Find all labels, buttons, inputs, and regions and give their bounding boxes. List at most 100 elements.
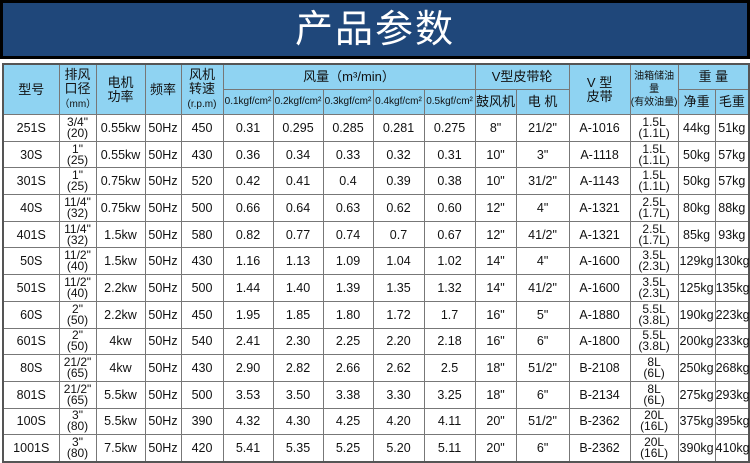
table-cell: 0.55kw [95,140,146,169]
table-cell: 1.95 [222,300,274,329]
table-cell: 0.281 [372,114,425,142]
table-cell: 1.35 [372,274,425,302]
header-oil: 油箱储油量 (有效油量) [629,63,679,115]
table-cell: 4.25 [322,407,374,436]
table-cell: 4.30 [272,407,324,436]
table-cell: 50Hz [144,114,182,142]
table-cell: 2.2kw [95,274,146,302]
table-cell: 16" [474,300,517,329]
table-cell: 4.11 [423,407,476,436]
table-cell: 16" [474,327,517,356]
table-cell: 0.74 [322,220,374,249]
table-cell: 50Hz [144,327,182,356]
table-row: 251S 3/4" (20) 0.55kw 50Hz 450 0.31 0.295 0.285 0… [2,114,750,142]
table-cell: 1.5L (1.1L) [629,114,679,142]
table-cell: 12" [474,194,517,222]
table-cell: 93kg [714,220,750,249]
table-cell: 135kg [714,274,750,302]
table-row: 601S 2" (50) 4kw 50Hz 540 2.41 2.30 2.25 2.20 2.18… [2,327,750,356]
table-cell: 601S [2,327,60,356]
table-cell: 51/2" [515,407,570,436]
table-cell: 57kg [714,167,750,196]
table-cell: A-1600 [568,247,631,276]
table-cell: 580 [180,220,224,249]
table-cell: 1.40 [272,274,324,302]
table-cell: 0.4 [322,167,374,196]
table-cell: 51kg [714,114,750,142]
table-cell: 4.32 [222,407,274,436]
table-cell: 50Hz [144,194,182,222]
table-cell: 0.64 [272,194,324,222]
table-cell: 5.5kw [95,380,146,409]
table-cell: 10" [474,167,517,196]
table-cell: 233kg [714,327,750,356]
table-cell: 1.04 [372,247,425,276]
table-cell: A-1118 [568,140,631,169]
header-pulley: V型皮带轮 [474,63,570,90]
table-cell: 50Hz [144,434,182,463]
table-cell: 0.285 [322,114,374,142]
table-cell: 5.5L (3.8L) [629,327,679,356]
table-cell: 223kg [714,300,750,329]
table-cell: 2.30 [272,327,324,356]
table-cell: B-2362 [568,434,631,463]
table-cell: 1.09 [322,247,374,276]
table-cell: 0.33 [322,140,374,169]
table-cell: 6" [515,327,570,356]
table-row: 40S 11/4" (32) 0.75kw 50Hz 500 0.66 0.64 0.63 0.6… [2,194,750,222]
table-cell: 1.80 [322,300,374,329]
table-cell: 1.5kw [95,220,146,249]
table-row: 100S 3" (80) 5.5kw 50Hz 390 4.32 4.30 4.25 4.20 4.… [2,407,750,436]
table-cell: 0.77 [272,220,324,249]
table-cell: 1.39 [322,274,374,302]
table-cell: B-2362 [568,407,631,436]
table-cell: 430 [180,140,224,169]
table-cell: B-2108 [568,354,631,382]
table-cell: 0.62 [372,194,425,222]
table-cell: A-1880 [568,300,631,329]
table-cell: 801S [2,380,60,409]
table-row: 501S 11/2" (40) 2.2kw 50Hz 500 1.44 1.40 1.39 1.3… [2,274,750,302]
table-cell: 1.16 [222,247,274,276]
table-cell: 1.44 [222,274,274,302]
header-frequency: 频率 [144,63,182,115]
table-cell: 130kg [714,247,750,276]
table-cell: 50Hz [144,140,182,169]
table-cell: 1.72 [372,300,425,329]
table-cell: 401S [2,220,60,249]
table-cell: 301S [2,167,60,196]
table-cell: 50Hz [144,354,182,382]
table-cell: 3.53 [222,380,274,409]
header-power: 电机 功率 [95,63,146,115]
table-cell: 51/2" [515,354,570,382]
header-weight: 重 量 [677,63,750,90]
table-cell: 501S [2,274,60,302]
header-pressure: 0.3kgf/cm² [322,89,374,115]
table-cell: 60S [2,300,60,329]
table-cell: 50Hz [144,274,182,302]
header-belt: V 型皮带 [568,63,631,115]
table-cell: 5" [515,300,570,329]
table-cell: 50Hz [144,167,182,196]
table-cell: 7.5kw [95,434,146,463]
table-cell: 375kg [677,407,716,436]
table-cell: 293kg [714,380,750,409]
table-cell: 3" (80) [58,407,97,436]
table-cell: 20L (16L) [629,434,679,463]
table-cell: 0.275 [423,114,476,142]
table-cell: 2.5 [423,354,476,382]
table-cell: 251S [2,114,60,142]
table-cell: 3.38 [322,380,374,409]
table-cell: 50S [2,247,60,276]
table-cell: 2.20 [372,327,425,356]
header-pressure: 0.1kgf/cm² [222,89,274,115]
table-cell: 14" [474,247,517,276]
spec-table: 型号 排风 口径 （mm） 电机 功率 频率 风机 转速 (r.p.m) 风量（m³/mi… [2,63,750,463]
table-cell: 88kg [714,194,750,222]
table-cell: 3.25 [423,380,476,409]
table-cell: 395kg [714,407,750,436]
table-cell: 4" [515,194,570,222]
table-cell: 18" [474,354,517,382]
table-cell: 10" [474,140,517,169]
table-cell: 129kg [677,247,716,276]
